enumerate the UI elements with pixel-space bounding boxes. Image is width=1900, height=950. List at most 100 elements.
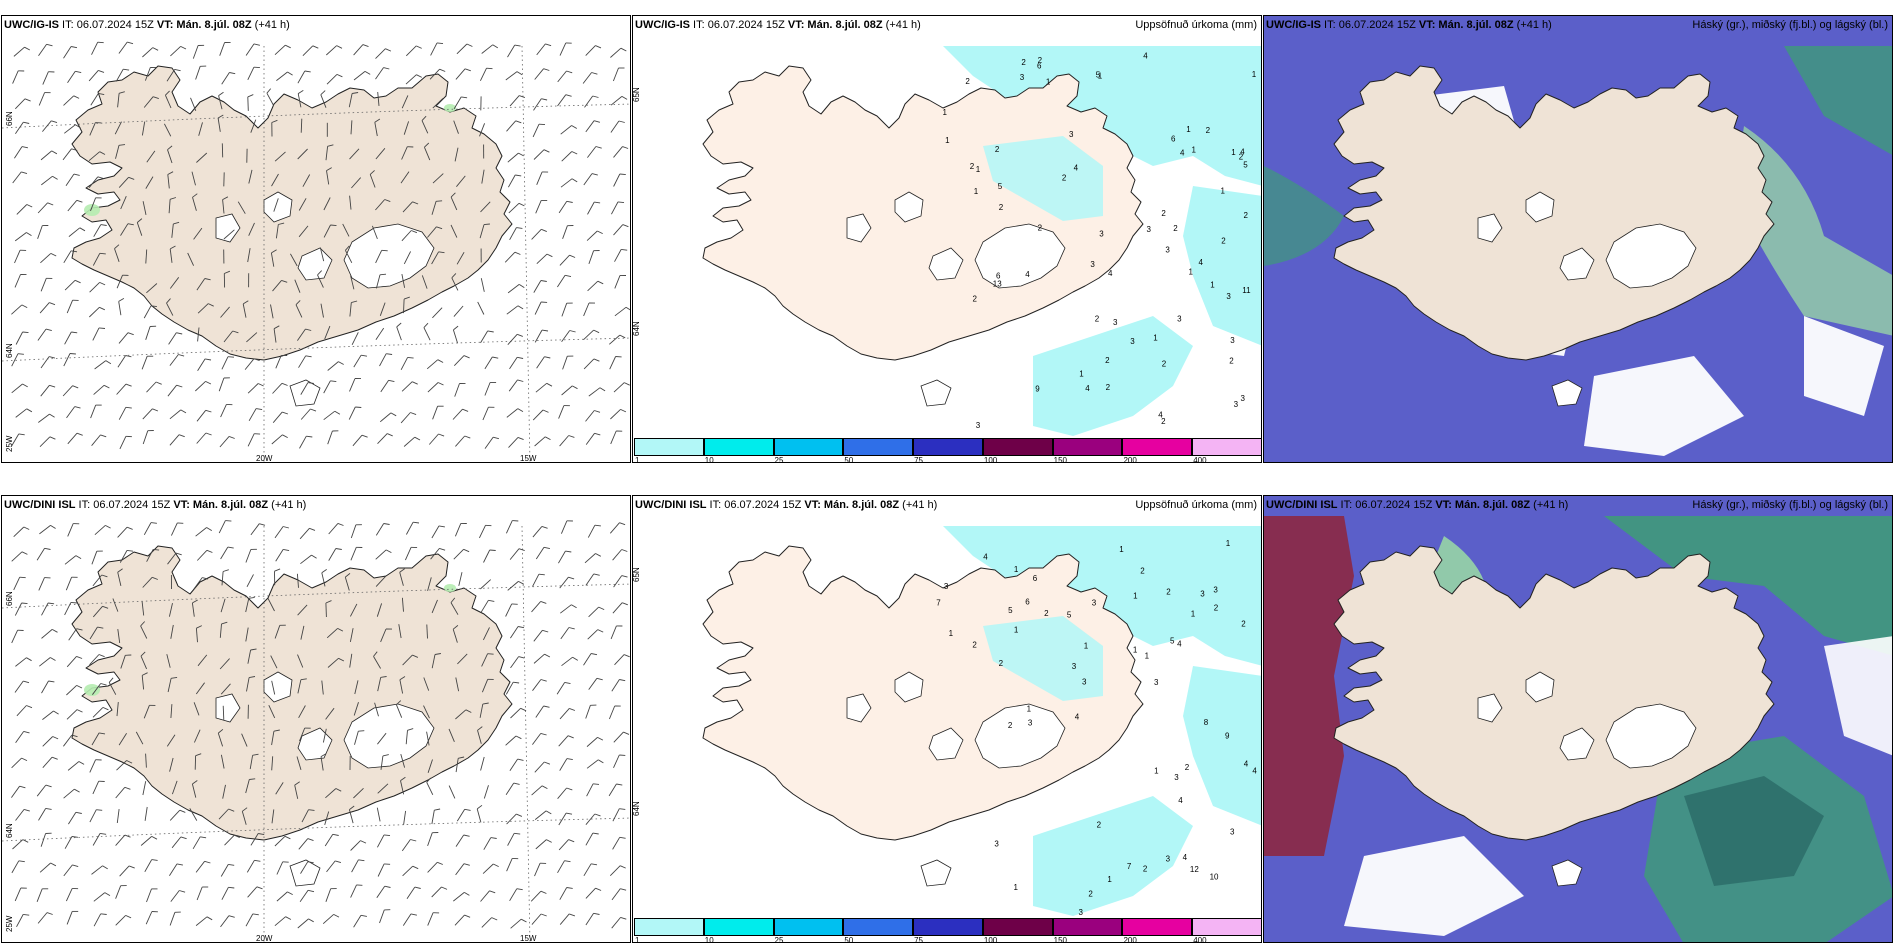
wind-barb: [354, 680, 359, 695]
wind-barb: [217, 117, 221, 132]
wind-barb: [344, 250, 353, 264]
wind-barb: [456, 809, 466, 822]
wind-barb: [376, 885, 386, 899]
wind-barb-feather: [374, 118, 381, 123]
precip-value: 2: [965, 77, 970, 86]
precip-value: 1: [1221, 187, 1226, 196]
wind-barb-feather: [540, 280, 547, 282]
wind-barb-feather: [384, 199, 391, 203]
wind-barb: [530, 890, 542, 902]
precip-value: 3: [1082, 678, 1087, 687]
wind-barb-feather: [48, 602, 55, 605]
wind-barb-feather: [437, 359, 444, 363]
wind-barb-feather: [128, 865, 135, 869]
precip-value: 3: [976, 421, 981, 430]
wind-barb-feather: [385, 549, 392, 554]
wind-barb: [611, 679, 620, 692]
wind-barb: [37, 202, 48, 214]
wind-barb-feather: [458, 756, 465, 759]
precip-value: 3: [1234, 400, 1239, 409]
wind-barb-feather: [49, 413, 55, 418]
wind-barb: [532, 124, 540, 138]
wind-barb: [169, 912, 176, 926]
wind-barb: [274, 835, 286, 847]
wind-barb: [196, 549, 208, 561]
glacier: [215, 213, 241, 243]
wind-barb-feather: [317, 270, 323, 276]
wind-barb-feather: [229, 72, 236, 75]
wind-barb: [190, 97, 197, 111]
wind-barb-feather: [493, 863, 499, 868]
wind-barb-feather: [336, 45, 343, 49]
wind-barb-feather: [361, 434, 368, 438]
wind-barb: [297, 918, 309, 929]
wind-barb: [63, 788, 75, 799]
field-title: Háský (gr.), miðský (fj.bl.) og lágský (…: [1692, 499, 1888, 511]
wind-barb: [380, 755, 384, 770]
wind-barb: [406, 521, 414, 535]
wind-barb: [453, 355, 465, 367]
wind-barb: [609, 865, 621, 877]
colorbar-segment: [634, 438, 704, 456]
precip-value: 3: [1200, 589, 1205, 598]
wind-barb: [510, 918, 522, 929]
precip-value: 5: [1170, 637, 1175, 646]
wind-barb: [353, 44, 364, 56]
wind-barb: [402, 865, 414, 877]
precip-value: 1: [1153, 334, 1158, 343]
graticule-line: [2, 583, 630, 609]
wind-barb-feather: [595, 45, 602, 49]
precip-value: 1: [976, 165, 981, 174]
wind-barb: [506, 858, 513, 872]
wind-barb-feather: [271, 249, 277, 254]
iceland-landmass: [702, 65, 1144, 407]
wind-barb: [170, 624, 174, 639]
wind-barb: [142, 47, 154, 58]
wind-barb: [247, 433, 255, 447]
wind-barb: [352, 434, 363, 447]
precip-value: 2: [999, 659, 1004, 668]
wind-barb-feather: [360, 914, 367, 917]
wind-barb-feather: [487, 653, 494, 655]
colorbar-segment: [1192, 438, 1261, 456]
wind-barb: [583, 653, 592, 666]
wind-barb: [558, 201, 568, 214]
wind-barb: [116, 760, 127, 771]
wind-barb-feather: [126, 549, 134, 552]
precip-map-panel-igis: 3 1 2 1 3 4 5 6 4 4 1 2 2 2 2 1 2 1 3 3 3 3 4 5 11 9 3 13 2 1 2 2 3 2 3 3 1 1…: [632, 15, 1262, 463]
wind-barb-feather: [74, 788, 80, 793]
wind-barb: [276, 861, 284, 875]
high-cloud-area: [1734, 126, 1892, 336]
wind-barb: [586, 230, 598, 241]
wind-barb: [15, 408, 27, 418]
wind-barb-feather: [100, 434, 107, 438]
precip-value: 2: [1239, 152, 1244, 161]
wind-barb: [117, 93, 120, 108]
wind-barb: [557, 860, 565, 874]
colorbar-segment: [1192, 918, 1261, 936]
wind-barb-feather: [45, 784, 52, 788]
precip-value: 1: [1133, 591, 1138, 600]
wind-barb-feather: [228, 435, 235, 439]
wind-barb-feather: [79, 227, 86, 232]
wind-barb: [375, 327, 385, 340]
wind-barb-feather: [228, 863, 235, 866]
wind-barb: [507, 333, 518, 346]
glacier: [343, 223, 435, 289]
wind-barb-feather: [258, 833, 265, 836]
wind-barb: [39, 862, 51, 873]
wind-barb: [613, 754, 620, 768]
wind-barb: [67, 71, 76, 84]
wind-barb: [193, 577, 203, 590]
wind-barb-feather: [123, 68, 130, 71]
wind-barb-feather: [232, 330, 239, 334]
wind-barb-feather: [568, 576, 575, 580]
wind-barb-feather: [538, 573, 545, 576]
precip-value: 5: [998, 182, 1003, 191]
precip-value: 1: [1231, 148, 1236, 157]
wind-barb-feather: [320, 753, 327, 757]
precip-value: 3: [944, 582, 949, 591]
wind-barb-feather: [23, 913, 30, 916]
wind-barb-feather: [287, 71, 293, 76]
wind-barb-feather: [593, 573, 600, 576]
